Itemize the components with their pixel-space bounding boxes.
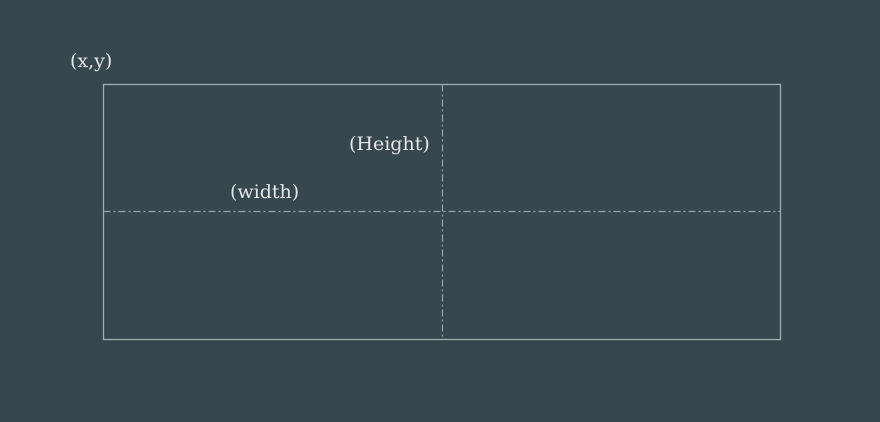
origin-label: (x,y) bbox=[70, 50, 113, 72]
width-label: (width) bbox=[230, 181, 300, 203]
height-label: (Height) bbox=[349, 133, 430, 155]
